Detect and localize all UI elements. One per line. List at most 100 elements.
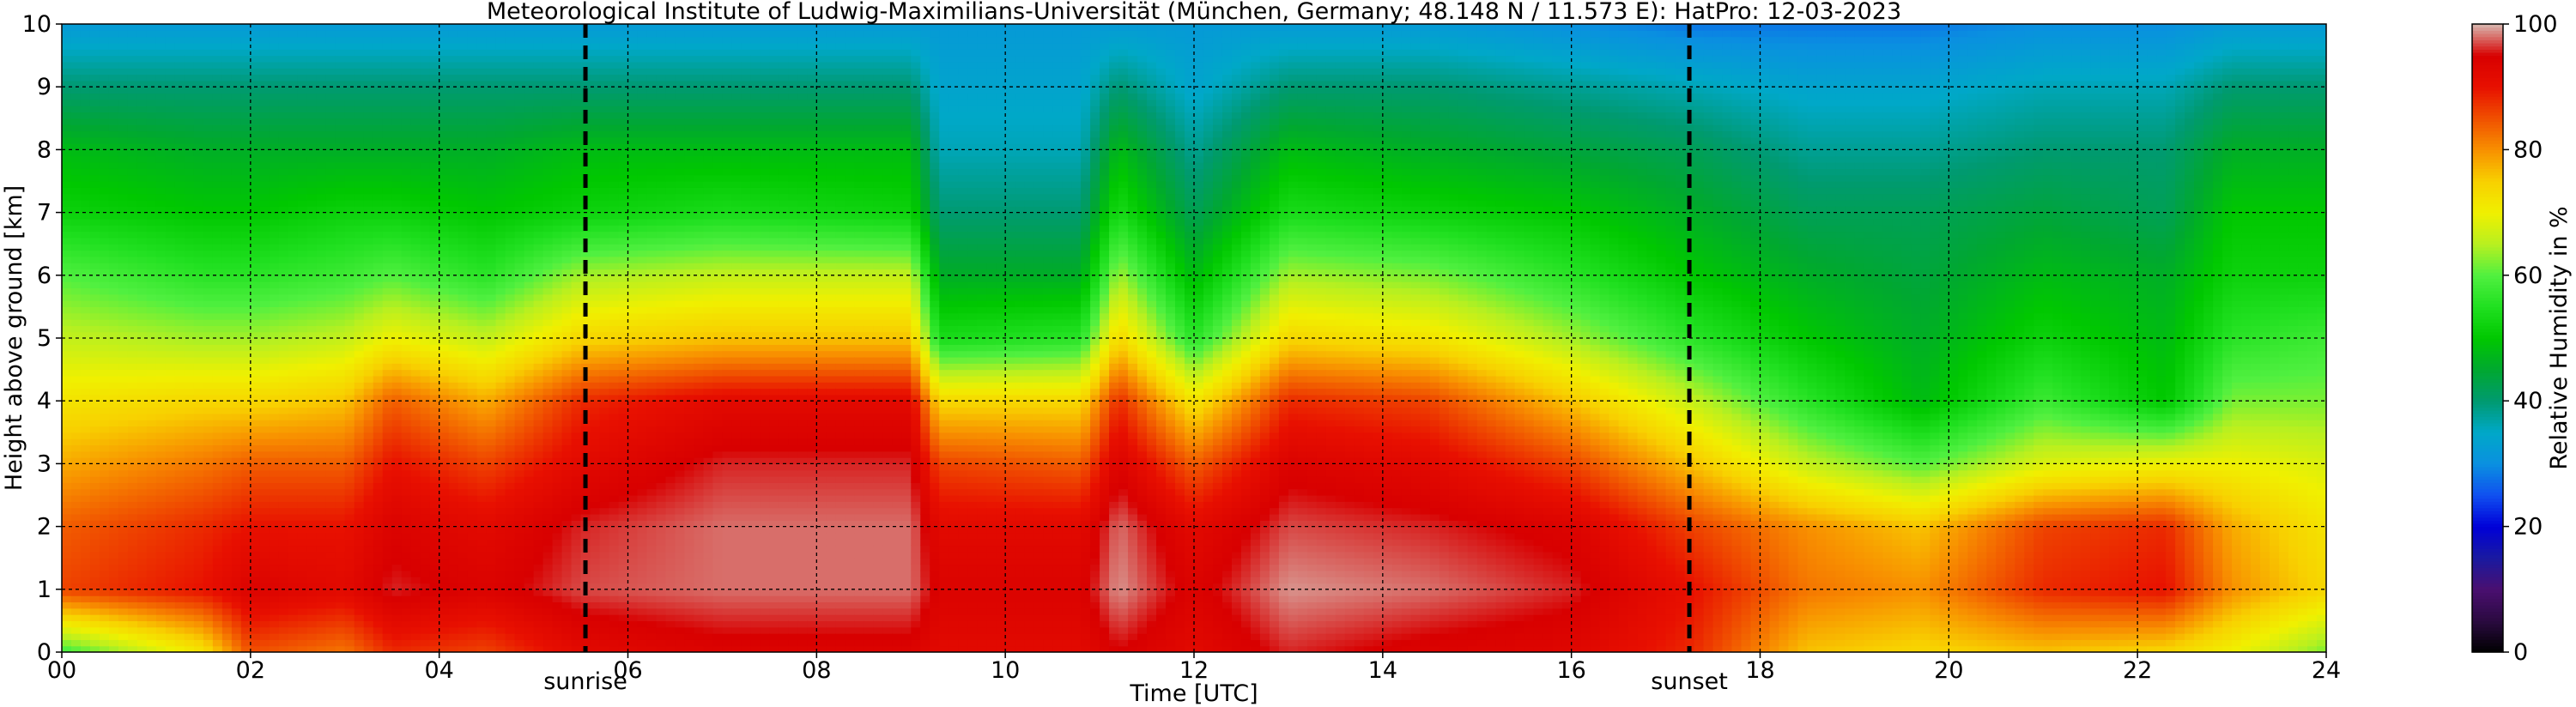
heatmap-cell	[336, 168, 346, 175]
heatmap-cell	[241, 156, 252, 163]
heatmap-cell	[118, 627, 129, 634]
heatmap-cell	[468, 56, 478, 63]
heatmap-cell	[421, 30, 431, 37]
heatmap-cell	[392, 633, 403, 640]
heatmap-cell	[317, 495, 327, 502]
heatmap-cell	[298, 482, 308, 489]
heatmap-cell	[156, 577, 167, 583]
heatmap-cell	[128, 533, 138, 540]
heatmap-cell	[118, 614, 129, 621]
heatmap-cell	[147, 118, 157, 125]
heatmap-cell	[185, 37, 195, 44]
heatmap-cell	[137, 508, 148, 515]
heatmap-cell	[156, 389, 167, 396]
heatmap-cell	[279, 608, 289, 615]
heatmap-cell	[524, 232, 535, 239]
heatmap-cell	[71, 194, 82, 201]
heatmap-cell	[203, 37, 214, 44]
heatmap-cell	[496, 156, 506, 163]
heatmap-cell	[194, 608, 204, 615]
heatmap-cell	[458, 463, 469, 470]
heatmap-cell	[175, 213, 185, 220]
heatmap-cell	[71, 344, 82, 351]
heatmap-cell	[90, 30, 100, 37]
heatmap-cell	[439, 577, 450, 583]
heatmap-cell	[194, 94, 204, 100]
heatmap-cell	[109, 100, 119, 106]
heatmap-cell	[194, 112, 204, 118]
heatmap-cell	[279, 87, 289, 94]
heatmap-cell	[203, 476, 214, 483]
heatmap-cell	[166, 565, 176, 571]
heatmap-cell	[439, 533, 450, 540]
heatmap-cell	[402, 382, 412, 389]
heatmap-cell	[128, 232, 138, 239]
heatmap-cell	[307, 338, 318, 345]
heatmap-cell	[468, 156, 478, 163]
heatmap-cell	[307, 275, 318, 282]
heatmap-cell	[222, 633, 233, 640]
heatmap-cell	[364, 118, 374, 125]
heatmap-cell	[203, 508, 214, 515]
heatmap-cell	[279, 482, 289, 489]
heatmap-cell	[118, 325, 129, 332]
heatmap-cell	[336, 370, 346, 377]
heatmap-cell	[468, 187, 478, 194]
heatmap-cell	[156, 124, 167, 131]
heatmap-cell	[524, 344, 535, 351]
heatmap-cell	[430, 589, 440, 596]
heatmap-cell	[496, 313, 506, 320]
heatmap-cell	[100, 24, 110, 31]
heatmap-cell	[166, 257, 176, 263]
heatmap-cell	[166, 463, 176, 470]
heatmap-cell	[373, 294, 384, 301]
heatmap-cell	[270, 527, 280, 534]
heatmap-cell	[298, 552, 308, 559]
heatmap-cell	[251, 476, 261, 483]
heatmap-cell	[147, 124, 157, 131]
heatmap-cell	[166, 56, 176, 63]
heatmap-cell	[355, 56, 365, 63]
heatmap-cell	[260, 306, 270, 313]
heatmap-cell	[392, 37, 403, 44]
heatmap-cell	[411, 137, 421, 144]
heatmap-cell	[71, 351, 82, 358]
heatmap-cell	[364, 244, 374, 251]
heatmap-cell	[326, 482, 336, 489]
heatmap-cell	[232, 68, 242, 75]
heatmap-cell	[213, 287, 223, 294]
heatmap-cell	[288, 244, 299, 251]
heatmap-cell	[496, 382, 506, 389]
heatmap-cell	[232, 589, 242, 596]
heatmap-cell	[185, 376, 195, 383]
heatmap-cell	[156, 508, 167, 515]
heatmap-cell	[260, 75, 270, 82]
heatmap-cell	[288, 620, 299, 627]
heatmap-cell	[298, 294, 308, 301]
heatmap-cell	[298, 187, 308, 194]
heatmap-cell	[430, 156, 440, 163]
heatmap-cell	[194, 56, 204, 63]
heatmap-cell	[147, 306, 157, 313]
heatmap-cell	[468, 75, 478, 82]
heatmap-cell	[147, 187, 157, 194]
heatmap-cell	[241, 508, 252, 515]
heatmap-cell	[336, 463, 346, 470]
heatmap-cell	[166, 275, 176, 282]
heatmap-cell	[477, 508, 488, 515]
heatmap-cell	[345, 118, 355, 125]
heatmap-cell	[166, 106, 176, 112]
heatmap-cell	[128, 432, 138, 439]
heatmap-cell	[411, 313, 421, 320]
heatmap-cell	[449, 508, 459, 515]
heatmap-cell	[439, 43, 450, 50]
heatmap-cell	[185, 495, 195, 502]
heatmap-cell	[260, 181, 270, 188]
heatmap-cell	[251, 408, 261, 414]
heatmap-cell	[100, 232, 110, 239]
heatmap-cell	[468, 112, 478, 118]
heatmap-cell	[364, 420, 374, 426]
heatmap-cell	[288, 489, 299, 496]
heatmap-cell	[100, 100, 110, 106]
heatmap-cell	[71, 558, 82, 565]
